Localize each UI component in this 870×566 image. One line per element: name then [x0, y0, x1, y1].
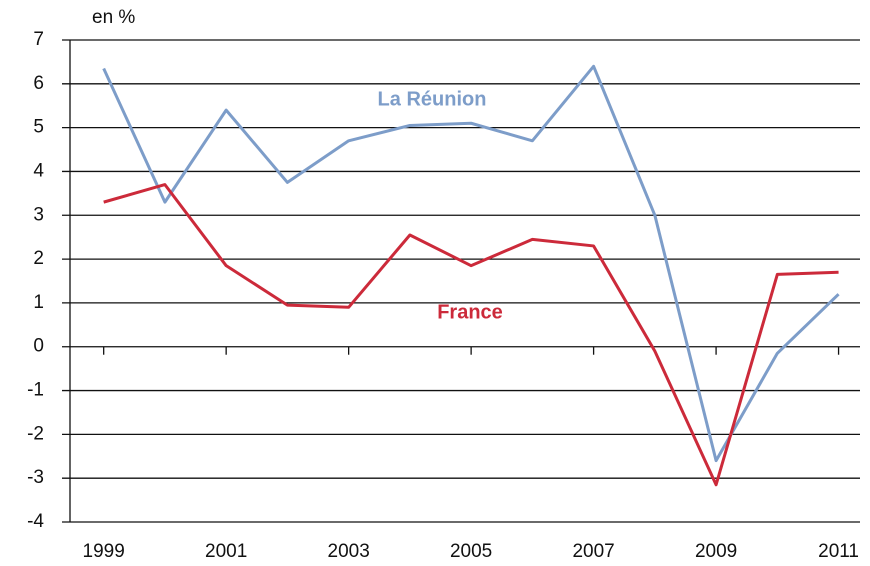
x-tick-label: 2005: [450, 541, 492, 562]
y-axis-label: en %: [92, 7, 135, 28]
y-tick-label: 5: [33, 117, 44, 138]
series-line: [102, 64, 840, 463]
y-tick-label: -1: [27, 380, 44, 401]
series-label: La Réunion: [378, 88, 487, 110]
y-tick-label: -4: [27, 511, 44, 532]
y-tick-label: -2: [27, 423, 44, 444]
series-line: [103, 183, 839, 487]
x-tick-label: 2009: [695, 541, 737, 562]
x-tick-label: 2007: [572, 541, 614, 562]
y-tick-label: 0: [33, 336, 44, 357]
series-label: France: [437, 301, 503, 323]
y-tick-label: 3: [33, 204, 44, 225]
x-tick-label: 2011: [818, 541, 859, 562]
y-tick-label: 7: [33, 29, 44, 50]
x-tick-label: 2003: [328, 541, 370, 562]
y-tick-label: 6: [33, 73, 44, 94]
y-tick-label: 4: [33, 160, 44, 181]
y-tick-label: 2: [33, 248, 44, 269]
y-tick-label: -3: [27, 467, 44, 488]
y-tick-label: 1: [33, 292, 44, 313]
x-tick-label: 2001: [205, 541, 247, 562]
x-tick-label: 1999: [83, 541, 125, 562]
